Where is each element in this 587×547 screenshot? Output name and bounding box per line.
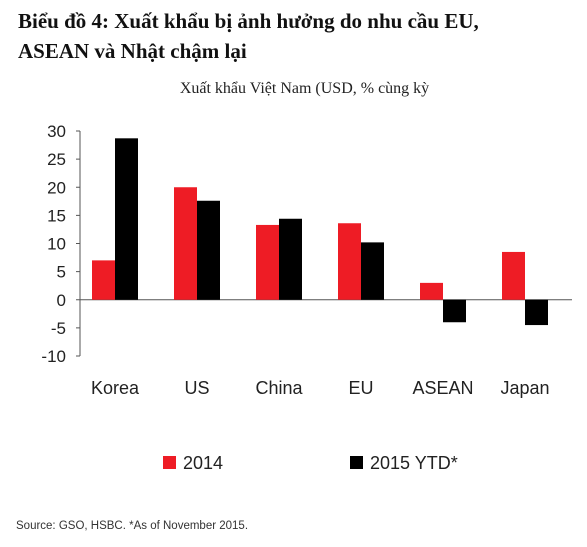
bar-eu-series-1: [338, 223, 361, 300]
y-tick-label: 5: [57, 263, 66, 282]
bar-korea-series-1: [92, 260, 115, 300]
legend-swatch: [350, 456, 363, 469]
y-tick-label: -5: [51, 319, 66, 338]
x-category-label: ASEAN: [412, 378, 473, 398]
bar-us-series-2: [197, 200, 220, 300]
y-tick-label: -10: [41, 347, 66, 366]
x-category-label: US: [184, 378, 209, 398]
bar-chart: 30 25 20 15 10 5 0 -5 -10 Korea US China EU ASEAN Japa…: [41, 122, 572, 473]
y-tick-label: 10: [47, 235, 66, 254]
x-category-label: Korea: [91, 378, 140, 398]
title-line-2: ASEAN và Nhật chậm lại: [18, 39, 247, 63]
chart-title-heading: Biểu đồ 4: Xuất khẩu bị ảnh hưởng do nhu…: [18, 6, 583, 66]
bar-us-series-1: [174, 187, 197, 300]
bar-asean-series-2: [443, 299, 466, 323]
bar-eu-series-2: [361, 242, 384, 300]
x-category-label: Japan: [500, 378, 549, 398]
y-tick-label: 30: [47, 122, 66, 141]
legend-label: 2015 YTD*: [370, 453, 458, 473]
legend-swatch: [163, 456, 176, 469]
source-note: Source: GSO, HSBC. *As of November 2015.: [16, 520, 249, 532]
title-line-1: Biểu đồ 4: Xuất khẩu bị ảnh hưởng do nhu…: [18, 9, 479, 33]
x-category-label: China: [255, 378, 303, 398]
bar-china-series-1: [256, 224, 279, 300]
bar-japan-series-2: [525, 299, 548, 326]
y-tick-label: 25: [47, 150, 66, 169]
chart-subtitle: Xuất khẩu Việt Nam (USD, % cùng kỳ: [179, 80, 430, 97]
x-category-label: EU: [348, 378, 373, 398]
bar-korea-series-2: [115, 138, 138, 300]
bar-china-series-2: [279, 218, 302, 300]
legend-label: 2014: [183, 453, 223, 473]
y-tick-label: 20: [47, 178, 66, 197]
y-tick-label: 0: [57, 291, 66, 310]
y-tick-label: 15: [47, 206, 66, 225]
bar-japan-series-1: [502, 251, 525, 300]
bar-asean-series-1: [420, 282, 443, 300]
